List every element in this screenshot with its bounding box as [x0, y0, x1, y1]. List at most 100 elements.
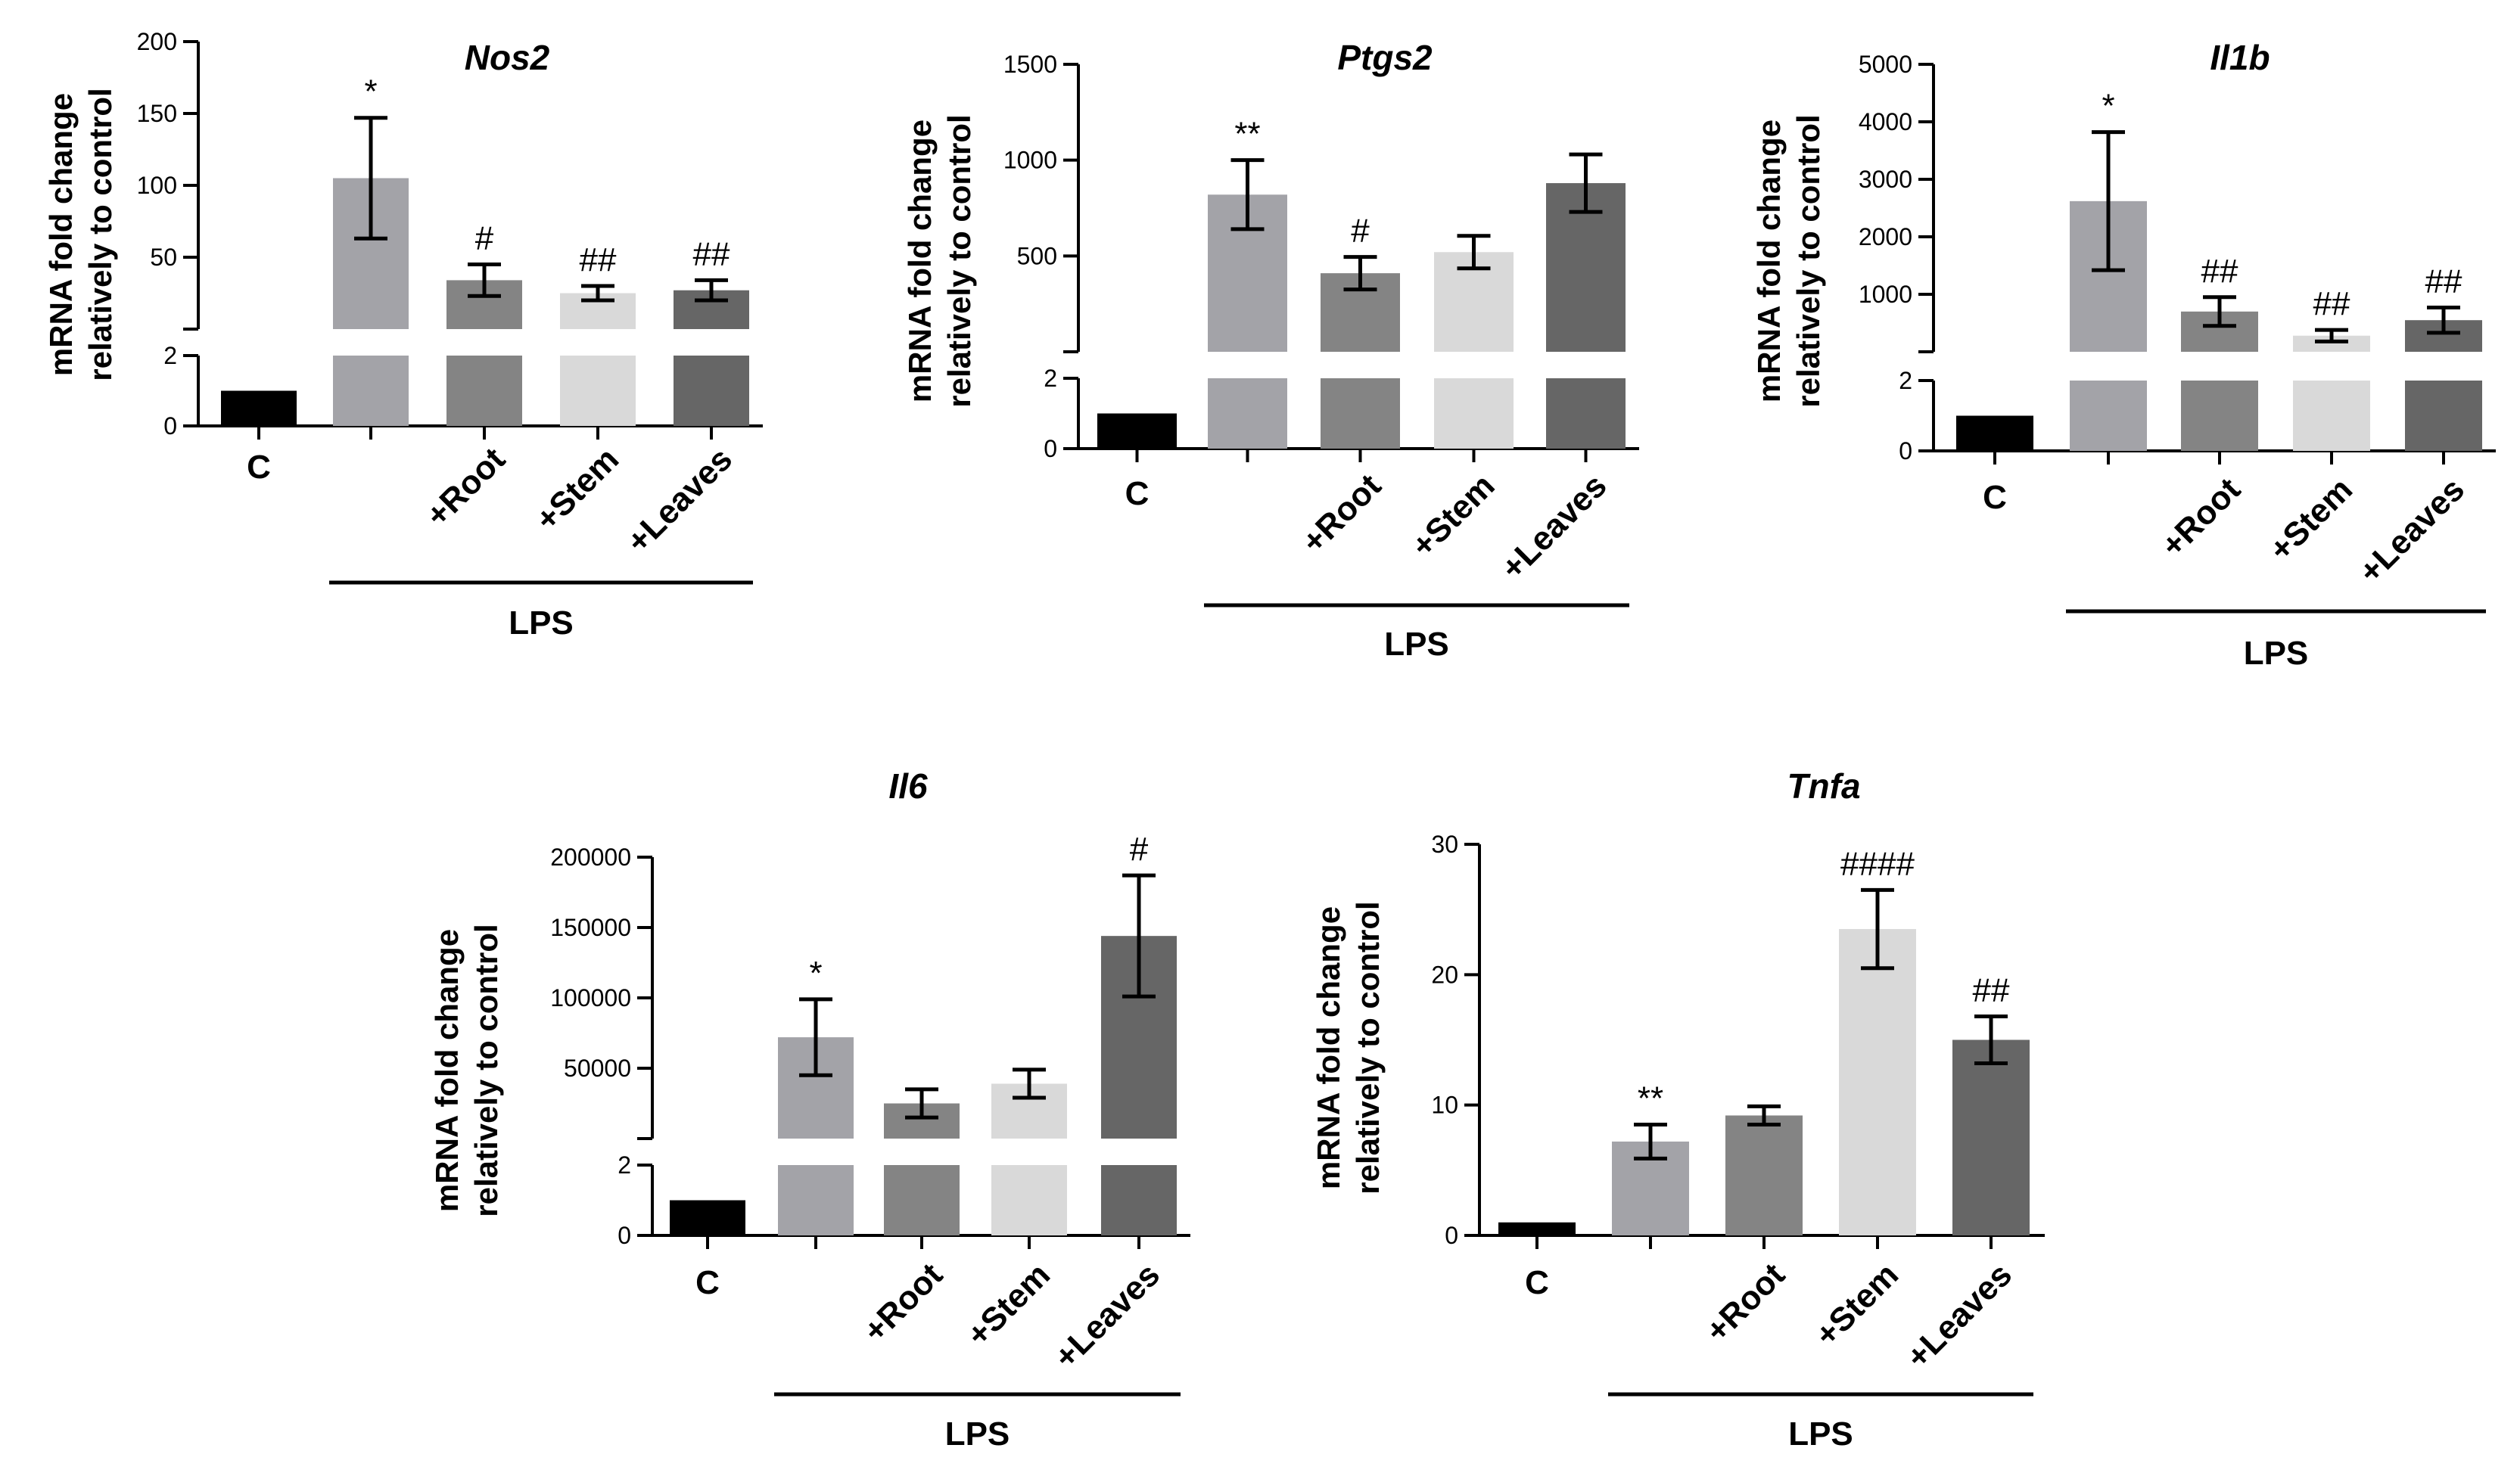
y-axis-label: mRNA fold change relatively to control — [1751, 114, 1826, 407]
bar-lower — [1546, 378, 1626, 449]
bar-lower — [221, 390, 297, 426]
significance-label: ## — [580, 241, 617, 278]
bar-lower — [1101, 1165, 1177, 1235]
y-tick-label: 500 — [1017, 242, 1057, 269]
chart-panel-il1b: Il1b mRNA fold change relatively to contro… — [1751, 38, 2496, 672]
bar-lower — [2070, 381, 2147, 451]
y-tick-label: 2 — [163, 342, 177, 369]
bar-lower — [1321, 378, 1400, 449]
y-axis-label-line: mRNA fold change — [429, 929, 465, 1212]
significance-label: # — [475, 220, 494, 257]
bar-upper — [2293, 335, 2370, 352]
significance-label: ** — [1234, 116, 1260, 153]
y-tick-label: 0 — [1899, 437, 1912, 465]
bar-lower — [1208, 378, 1287, 449]
y-tick-label: 1000 — [1003, 147, 1057, 174]
x-category-label: +Stem — [2262, 471, 2360, 568]
y-axis-label-line: mRNA fold change — [43, 93, 79, 376]
y-tick-label: 100 — [137, 172, 177, 199]
y-axis-label-line: relatively to control — [1790, 114, 1826, 407]
y-tick-label: 10 — [1431, 1092, 1458, 1119]
significance-label: ## — [1973, 971, 2010, 1008]
significance-label: ** — [1638, 1080, 1663, 1117]
bar-lower — [560, 356, 636, 426]
significance-label: # — [1130, 831, 1149, 868]
y-tick-label: 100000 — [550, 984, 631, 1011]
chart-panel-nos2: Nos2 mRNA fold change relatively to contro… — [43, 28, 763, 642]
bar-lower — [446, 356, 522, 426]
y-tick-label: 2 — [1044, 365, 1057, 392]
y-tick-label: 4000 — [1859, 108, 1912, 135]
chart-title: Nos2 — [465, 38, 550, 77]
y-tick-label: 0 — [1445, 1222, 1458, 1249]
significance-label: * — [2102, 88, 2114, 125]
y-axis-label: mRNA fold change relatively to control — [43, 88, 118, 381]
group-label: LPS — [945, 1415, 1010, 1453]
chart-title: Ptgs2 — [1337, 38, 1433, 77]
significance-label: ## — [2313, 285, 2350, 322]
bar-lower — [778, 1165, 854, 1235]
y-tick-label: 50 — [150, 244, 177, 271]
y-tick-label: 0 — [618, 1222, 631, 1249]
chart-panel-il6: Il6 mRNA fold change relatively to control… — [429, 766, 1190, 1453]
x-category-label: +Root — [856, 1256, 950, 1350]
y-axis-label: mRNA fold change relatively to control — [429, 924, 504, 1217]
group-label: LPS — [1788, 1415, 1853, 1453]
bar-lower — [991, 1165, 1067, 1235]
y-tick-label: 20 — [1431, 961, 1458, 988]
x-category-label: C — [1125, 475, 1150, 512]
y-axis-label: mRNA fold change relatively to control — [1311, 901, 1386, 1194]
significance-label: ## — [2425, 263, 2462, 300]
bar-lower — [674, 356, 749, 426]
chart-title: Tnfa — [1787, 766, 1860, 806]
x-category-label: +Stem — [960, 1256, 1057, 1353]
chart-panel-ptgs2: Ptgs2 mRNA fold change relatively to contr… — [902, 38, 1639, 663]
y-tick-label: 3000 — [1859, 166, 1912, 193]
significance-label: ## — [693, 235, 730, 272]
y-tick-label: 150 — [137, 100, 177, 127]
group-label: LPS — [1384, 626, 1449, 663]
x-category-label: C — [1983, 479, 2007, 516]
y-tick-label: 0 — [1044, 435, 1057, 462]
y-axis-label-line: mRNA fold change — [902, 120, 938, 402]
x-category-label: +Leaves — [1047, 1256, 1167, 1375]
x-category-label: +Leaves — [1494, 467, 1613, 586]
y-tick-label: 5000 — [1859, 51, 1912, 78]
x-category-label: +Root — [1295, 467, 1389, 561]
significance-label: * — [364, 73, 377, 110]
x-category-label: +Leaves — [1899, 1256, 2019, 1375]
bar — [1952, 1039, 2030, 1235]
y-tick-label: 2 — [1899, 367, 1912, 394]
bar-lower — [1097, 413, 1177, 449]
y-axis-label-line: mRNA fold change — [1751, 120, 1787, 402]
y-axis-label-line: mRNA fold change — [1311, 906, 1346, 1189]
y-tick-label: 200000 — [550, 844, 631, 871]
x-category-label: +Root — [418, 440, 512, 534]
bar-lower — [884, 1165, 960, 1235]
x-category-label: +Root — [1698, 1256, 1792, 1350]
y-axis-label-line: relatively to control — [1350, 901, 1386, 1194]
y-tick-label: 2 — [618, 1151, 631, 1179]
x-category-label: C — [247, 449, 271, 486]
x-category-label: +Stem — [1808, 1256, 1906, 1353]
x-category-label: +Leaves — [2352, 471, 2472, 590]
chart-panel-tnfa: Tnfa mRNA fold change relatively to contro… — [1311, 766, 2045, 1453]
significance-label: ## — [2201, 253, 2238, 290]
chart-title: Il6 — [888, 766, 928, 806]
bar — [1498, 1222, 1576, 1235]
y-tick-label: 50000 — [564, 1055, 631, 1082]
x-category-label: +Stem — [528, 440, 626, 538]
bar-lower — [670, 1200, 745, 1235]
bar-lower — [1434, 378, 1514, 449]
x-category-label: +Leaves — [620, 440, 739, 560]
significance-label: #### — [1840, 845, 1915, 882]
y-tick-label: 1000 — [1859, 281, 1912, 308]
x-category-label: C — [1525, 1264, 1549, 1301]
significance-label: * — [809, 955, 822, 992]
x-category-label: C — [695, 1264, 720, 1301]
x-category-label: +Stem — [1405, 467, 1502, 564]
bar-lower — [1956, 415, 2033, 451]
y-tick-label: 150000 — [550, 914, 631, 941]
bar-lower — [2181, 381, 2258, 451]
